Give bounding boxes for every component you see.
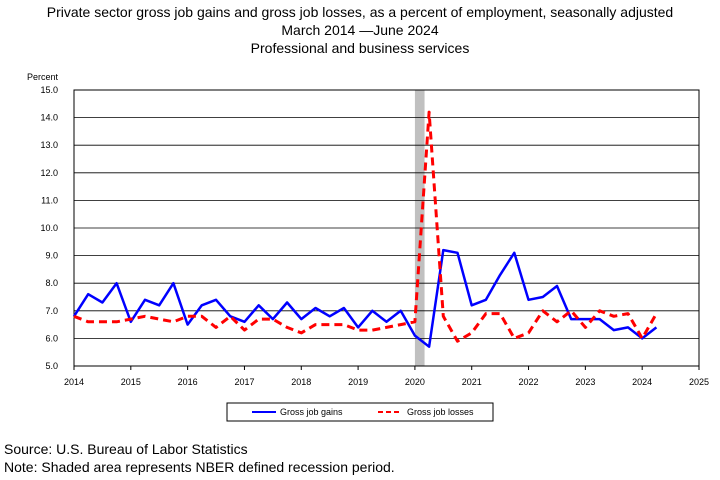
legend-box [226, 402, 494, 422]
y-tick-label: 5.0 [45, 361, 58, 371]
gross-job-losses-line [73, 110, 658, 343]
plot-area-frame [73, 89, 700, 367]
gross-job-gains-line [72, 248, 658, 348]
y-tick-label: 11.0 [41, 195, 58, 205]
y-tick-label: 6.0 [45, 333, 58, 343]
x-tick-label: 2025 [689, 377, 709, 387]
chart-title: Private sector gross job gains and gross… [46, 4, 674, 20]
y-tick-label: 13.0 [40, 140, 58, 150]
y-tick-label: 9.0 [45, 251, 58, 261]
x-tick-label: 2021 [462, 377, 482, 387]
x-tick-label: 2014 [64, 377, 84, 387]
y-tick-label: 10.0 [40, 223, 58, 233]
x-tick-label: 2015 [121, 377, 141, 387]
y-tick-label: 7.0 [45, 306, 58, 316]
x-tick-label: 2019 [348, 377, 368, 387]
x-tick-label: 2016 [178, 377, 198, 387]
chart-title-block: Private sector gross job gains and gross… [0, 3, 720, 57]
x-tick-label: 2022 [519, 377, 539, 387]
x-tick-label: 2024 [632, 377, 652, 387]
chart-subtitle-dates: March 2014 —June 2024 [281, 22, 439, 38]
x-tick-label: 2020 [405, 377, 425, 387]
x-tick-label: 2017 [234, 377, 254, 387]
x-tick-label: 2023 [575, 377, 595, 387]
legend-entry-label: Gross job gains [280, 407, 343, 417]
y-tick-label: 12.0 [40, 168, 58, 178]
y-tick-label: 15.0 [40, 85, 58, 95]
y-tick-label: 14.0 [40, 113, 58, 123]
x-tick-label: 2018 [291, 377, 311, 387]
y-axis-label: Percent [27, 72, 59, 82]
legend-entry-label: Gross job losses [407, 407, 474, 417]
legend: Gross job gains Gross job losses [226, 402, 494, 422]
footer-note: Note: Shaded area represents NBER define… [4, 459, 395, 475]
chart-subtitle-industry: Professional and business services [250, 40, 470, 56]
footer-source: Source: U.S. Bureau of Labor Statistics [4, 441, 248, 457]
y-tick-label: 8.0 [45, 278, 58, 288]
